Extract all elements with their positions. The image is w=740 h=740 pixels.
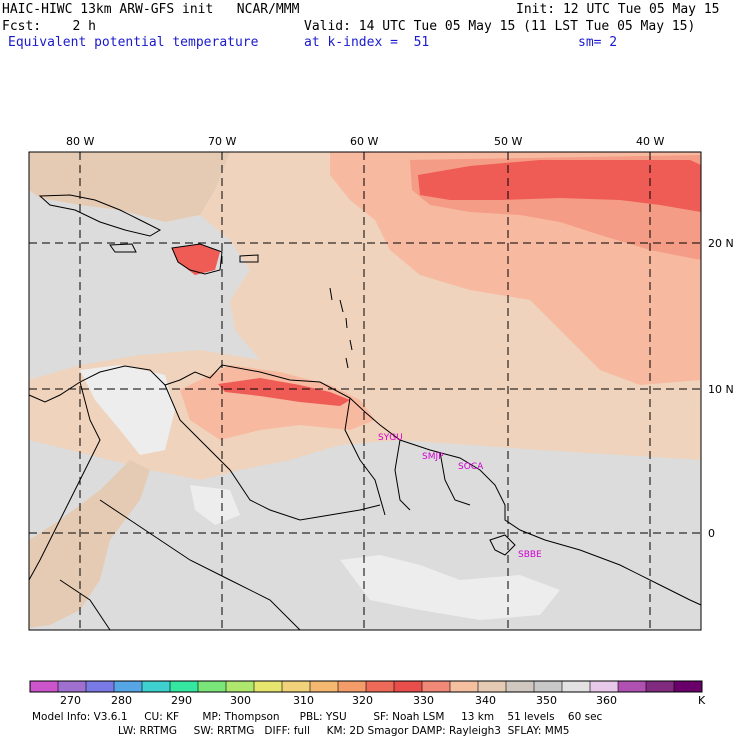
- colorbar-swatch: [142, 681, 171, 692]
- colorbar-label-340: 340: [475, 694, 496, 707]
- colorbar-swatch: [646, 681, 675, 692]
- smoothing-info: sm= 2: [578, 35, 618, 50]
- theta-e-low-andes: [190, 485, 240, 525]
- init-time: Init: 12 UTC Tue 05 May 15: [516, 2, 720, 17]
- field-name: Equivalent potential temperature: [8, 35, 259, 50]
- colorbar-swatch: [618, 681, 647, 692]
- colorbar-swatch: [86, 681, 115, 692]
- colorbar-swatch: [422, 681, 451, 692]
- colorbar-swatch: [198, 681, 227, 692]
- colorbar-swatch: [30, 681, 59, 692]
- level-info: at k-index = 51: [304, 35, 430, 50]
- colorbar-swatch: [450, 681, 479, 692]
- colorbar-swatch: [254, 681, 283, 692]
- colorbar-swatch: [226, 681, 255, 692]
- lon-label-40w: 40 W: [636, 135, 664, 148]
- lat-label-10n: 10 N: [708, 383, 734, 396]
- colorbar-swatch: [282, 681, 311, 692]
- colorbar-unit: K: [698, 694, 706, 707]
- theta-e-band-west: [29, 152, 230, 222]
- colorbar-swatch: [478, 681, 507, 692]
- plot-title: HAIC-HIWC 13km ARW-GFS init NCAR/MMM: [2, 2, 300, 17]
- colorbar-swatch: [534, 681, 563, 692]
- station-sbbe: SBBE: [518, 550, 542, 560]
- theta-e-max-caribbean: [218, 378, 350, 406]
- colorbar-label-310: 310: [293, 694, 314, 707]
- map-frame: [28, 151, 702, 631]
- lon-label-70w: 70 W: [208, 135, 236, 148]
- lat-label-equator: 0: [708, 527, 715, 540]
- theta-e-max-hispaniola: [172, 244, 220, 275]
- forecast-hour: Fcst: 2 h: [2, 19, 96, 34]
- station-smjp: SMJP: [422, 452, 444, 462]
- colorbar-swatch: [114, 681, 143, 692]
- graticule: [29, 152, 701, 630]
- model-info-line1: Model Info: V3.6.1 CU: KF MP: Thompson P…: [32, 711, 603, 723]
- colorbar-label-320: 320: [352, 694, 373, 707]
- lon-label-80w: 80 W: [66, 135, 94, 148]
- colorbar-label-330: 330: [413, 694, 434, 707]
- colorbar-swatch: [170, 681, 199, 692]
- colorbar-swatch: [366, 681, 395, 692]
- theta-e-max-north: [418, 160, 701, 212]
- colorbar-swatch: [310, 681, 339, 692]
- colorbar-swatch: [58, 681, 87, 692]
- colorbar-swatch: [590, 681, 619, 692]
- colorbar-swatch: [338, 681, 367, 692]
- valid-time: Valid: 14 UTC Tue 05 May 15 (11 LST Tue …: [304, 19, 696, 34]
- station-sygu: SYGU: [378, 433, 403, 443]
- lon-label-60w: 60 W: [350, 135, 378, 148]
- model-info-line2: LW: RRTMG SW: RRTMG DIFF: full KM: 2D Sm…: [118, 725, 570, 737]
- colorbar-swatch: [394, 681, 423, 692]
- colorbar-label-290: 290: [171, 694, 192, 707]
- theta-e-low-colombia: [80, 365, 175, 455]
- colorbar-swatch: [562, 681, 591, 692]
- theta-e-band-andes: [29, 460, 150, 628]
- colorbar: [29, 680, 703, 693]
- colorbar-label-280: 280: [111, 694, 132, 707]
- lat-label-20n: 20 N: [708, 237, 734, 250]
- colorbar-label-350: 350: [536, 694, 557, 707]
- theta-e-low-amazon: [340, 555, 560, 620]
- colorbar-label-360: 360: [596, 694, 617, 707]
- colorbar-label-270: 270: [60, 694, 81, 707]
- colorbar-label-300: 300: [230, 694, 251, 707]
- station-soca: SOCA: [458, 462, 484, 472]
- lon-label-50w: 50 W: [494, 135, 522, 148]
- colorbar-swatch: [674, 681, 703, 692]
- colorbar-swatch: [506, 681, 535, 692]
- coastlines: [28, 194, 702, 631]
